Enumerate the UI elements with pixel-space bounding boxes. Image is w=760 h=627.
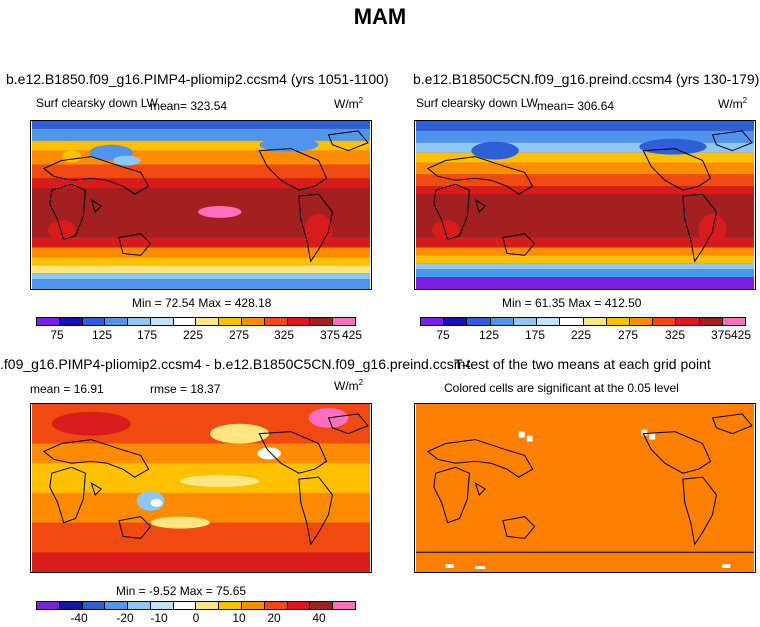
colorbar-swatch <box>537 318 561 325</box>
colorbar-swatch <box>105 602 129 609</box>
colorbar-swatch <box>219 602 243 609</box>
tick-label: 275 <box>228 328 250 342</box>
tick-label: 425 <box>730 328 752 342</box>
colorbar-swatch <box>444 318 468 325</box>
significance-note: Colored cells are significant at the 0.0… <box>444 381 679 395</box>
tick-label: -40 <box>70 611 88 625</box>
colorbar-swatch <box>219 318 243 325</box>
colorbar-swatch <box>196 318 220 325</box>
colorbar-swatch <box>264 602 288 609</box>
mean-label: mean = 16.91 <box>30 382 104 396</box>
tick-label: 375 <box>319 328 341 342</box>
colorbar-swatch <box>242 602 265 609</box>
mean-label: mean= 306.64 <box>537 99 615 113</box>
units-label: W/m2 <box>334 96 364 111</box>
units-label: W/m2 <box>334 378 364 393</box>
tick-label: 375 <box>710 328 732 342</box>
tick-label: 20 <box>267 611 281 625</box>
colorbar-swatch <box>333 318 355 325</box>
mean-label: mean= 323.54 <box>150 99 228 113</box>
colorbar-swatch <box>287 318 311 325</box>
tick-label: 175 <box>136 328 158 342</box>
colorbar-swatch <box>173 602 197 609</box>
colorbar-swatch <box>287 602 311 609</box>
tick-label: 0 <box>192 611 200 625</box>
tick-label: 175 <box>524 328 546 342</box>
minmax-label: Min = 72.54 Max = 428.18 <box>132 296 272 310</box>
colorbar-swatch <box>173 318 197 325</box>
colorbar-swatch <box>59 318 83 325</box>
colorbar-swatch <box>82 602 106 609</box>
tick-label: 75 <box>50 328 64 342</box>
colorbar-swatch <box>150 318 174 325</box>
colorbar-swatch <box>150 602 174 609</box>
tick-label: 325 <box>664 328 686 342</box>
colorbar-swatch <box>676 318 700 325</box>
tick-label: 40 <box>312 611 326 625</box>
rmse-label: rmse = 18.37 <box>150 382 221 396</box>
panel-title-preindustrial: b.e12.B1850C5CN.f09_g16.preind.ccsm4 (yr… <box>413 71 760 87</box>
map-pliocene <box>30 120 372 290</box>
minmax-label: Min = 61.35 Max = 412.50 <box>502 296 642 310</box>
colorbar-swatch <box>699 318 723 325</box>
colorbar-swatch <box>82 318 106 325</box>
colorbar-swatch <box>59 602 83 609</box>
colorbar-swatch <box>606 318 630 325</box>
colorbar-swatch <box>513 318 538 325</box>
colorbar <box>420 317 746 326</box>
colorbar-swatch <box>264 318 288 325</box>
map-preindustrial <box>414 120 756 290</box>
colorbar-swatch <box>128 602 151 609</box>
tick-label: 10 <box>232 611 246 625</box>
tick-label: -20 <box>116 611 134 625</box>
tick-label: 125 <box>91 328 113 342</box>
panel-title-pliocene: b.e12.B1850.f09_g16.PIMP4-pliomip2.ccsm4… <box>6 71 389 87</box>
panel-title-difference: .f09_g16.PIMP4-pliomip2.ccsm4 - b.e12.B1… <box>0 356 470 372</box>
colorbar-ticks: 75 125 175 225 275 325 375 425 <box>36 328 362 344</box>
colorbar-swatch <box>128 318 151 325</box>
colorbar-swatch <box>629 318 654 325</box>
colorbar <box>36 317 356 326</box>
colorbar-swatch <box>653 318 677 325</box>
colorbar-swatch <box>467 318 491 325</box>
tick-label: 125 <box>478 328 500 342</box>
colorbar-swatch <box>310 318 334 325</box>
colorbar <box>36 601 356 610</box>
colorbar-swatch <box>37 318 60 325</box>
map-difference <box>30 403 372 573</box>
colorbar-swatch <box>722 318 746 325</box>
colorbar-ticks: 75 125 175 225 275 325 375 425 <box>420 328 751 344</box>
variable-label: Surf clearsky down LW <box>36 96 158 110</box>
colorbar-swatch <box>310 602 334 609</box>
colorbar-swatch <box>242 318 265 325</box>
colorbar-swatch <box>333 602 355 609</box>
tick-label: 275 <box>617 328 639 342</box>
colorbar-swatch <box>490 318 514 325</box>
variable-label: Surf clearsky down LW <box>416 96 538 110</box>
colorbar-swatch <box>196 602 220 609</box>
colorbar-swatch <box>560 318 584 325</box>
colorbar-ticks: -40 -20 -10 0 10 20 40 <box>36 611 356 627</box>
tick-label: 325 <box>273 328 295 342</box>
map-ttest <box>414 403 756 573</box>
figure-title: MAM <box>353 4 407 29</box>
panel-title-ttest: T-test of the two means at each grid poi… <box>454 356 711 372</box>
colorbar-swatch <box>583 318 607 325</box>
colorbar-swatch <box>105 318 129 325</box>
tick-label: 425 <box>341 328 363 342</box>
tick-label: 225 <box>182 328 204 342</box>
tick-label: 75 <box>436 328 450 342</box>
colorbar-swatch <box>421 318 445 325</box>
tick-label: 225 <box>570 328 592 342</box>
minmax-label: Min = -9.52 Max = 75.65 <box>116 584 247 598</box>
colorbar-swatch <box>37 602 60 609</box>
tick-label: -10 <box>150 611 168 625</box>
units-label: W/m2 <box>718 96 748 111</box>
